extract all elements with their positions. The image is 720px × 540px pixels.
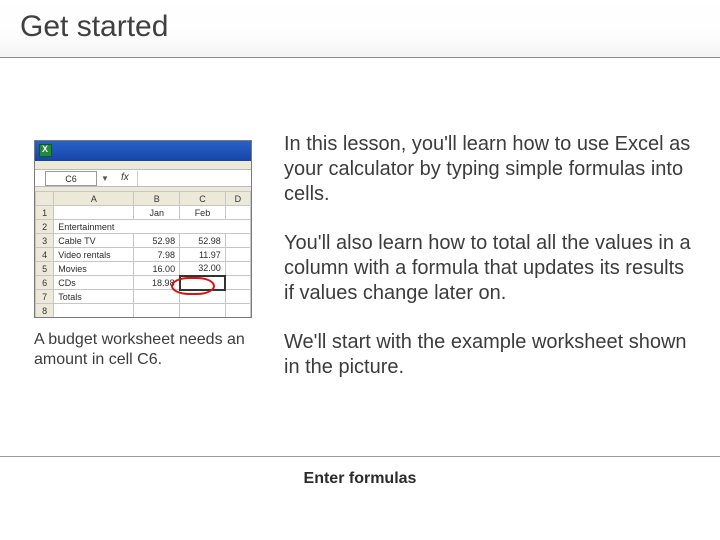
- window-titlebar: [35, 141, 251, 161]
- table-row: 8: [36, 304, 251, 318]
- row-6-header: 6: [36, 276, 54, 290]
- cell-c9: [180, 318, 226, 319]
- cell-a2: Entertainment: [54, 220, 251, 234]
- table-row: 5Movies16.0032.00: [36, 262, 251, 276]
- cell-a6: CDs: [54, 276, 134, 290]
- left-column: C6 ▼ fx A B C D 1JanFeb: [34, 140, 254, 370]
- table-row: 3Cable TV52.9852.98: [36, 234, 251, 248]
- formula-input: [137, 171, 247, 186]
- row-9-header: 9: [36, 318, 54, 319]
- cell-a8: [54, 304, 134, 318]
- cell-b9: [134, 318, 180, 319]
- cell-a1: [54, 206, 134, 220]
- row-7-header: 7: [36, 290, 54, 304]
- col-b-header: B: [134, 192, 180, 206]
- cell-a3: Cable TV: [54, 234, 134, 248]
- dropdown-icon: ▼: [101, 174, 109, 183]
- cell-d4: [225, 248, 250, 262]
- formula-bar: C6 ▼ fx: [35, 169, 251, 187]
- table-row: 4Video rentals7.9811.97: [36, 248, 251, 262]
- cell-a4: Video rentals: [54, 248, 134, 262]
- cell-c5: 32.00: [180, 262, 226, 276]
- excel-body: C6 ▼ fx A B C D 1JanFeb: [35, 161, 251, 318]
- cell-d8: [225, 304, 250, 318]
- cell-a9: [54, 318, 134, 319]
- col-a-header: A: [54, 192, 134, 206]
- row-4-header: 4: [36, 248, 54, 262]
- cell-b7: [134, 290, 180, 304]
- excel-icon: [39, 144, 52, 157]
- cell-d6: [225, 276, 250, 290]
- paragraph-3: We'll start with the example worksheet s…: [284, 330, 694, 380]
- cell-d1: [225, 206, 250, 220]
- row-5-header: 5: [36, 262, 54, 276]
- cell-d5: [225, 262, 250, 276]
- image-caption: A budget worksheet needs an amount in ce…: [34, 330, 254, 370]
- paragraph-2: You'll also learn how to total all the v…: [284, 231, 694, 306]
- cell-c3: 52.98: [180, 234, 226, 248]
- cell-c1: Feb: [180, 206, 226, 220]
- page-title: Get started: [20, 10, 700, 44]
- cell-a7: Totals: [54, 290, 134, 304]
- cell-c8: [180, 304, 226, 318]
- name-box: C6: [45, 171, 97, 186]
- excel-screenshot: C6 ▼ fx A B C D 1JanFeb: [34, 140, 252, 318]
- table-row: 1 JanFeb: [36, 206, 251, 220]
- table-row: 7Totals: [36, 290, 251, 304]
- footer-label: Enter formulas: [0, 470, 720, 488]
- table-row: 9: [36, 318, 251, 319]
- highlight-circle-icon: [171, 277, 215, 295]
- paragraph-1: In this lesson, you'll learn how to use …: [284, 132, 694, 207]
- table-row: 2Entertainment: [36, 220, 251, 234]
- table-row: 6CDs18.98: [36, 276, 251, 290]
- cell-b8: [134, 304, 180, 318]
- row-8-header: 8: [36, 304, 54, 318]
- cell-b1: Jan: [134, 206, 180, 220]
- row-2-header: 2: [36, 220, 54, 234]
- cell-b4: 7.98: [134, 248, 180, 262]
- corner-cell: [36, 192, 54, 206]
- col-d-header: D: [225, 192, 250, 206]
- title-bar: Get started: [0, 0, 720, 58]
- col-header-row: A B C D: [36, 192, 251, 206]
- cell-a5: Movies: [54, 262, 134, 276]
- right-column: In this lesson, you'll learn how to use …: [284, 132, 694, 404]
- cell-b3: 52.98: [134, 234, 180, 248]
- row-1-header: 1: [36, 206, 54, 220]
- cell-b5: 16.00: [134, 262, 180, 276]
- cell-d7: [225, 290, 250, 304]
- cell-d3: [225, 234, 250, 248]
- col-c-header: C: [180, 192, 226, 206]
- cell-d9: [225, 318, 250, 319]
- fx-label: fx: [121, 172, 129, 183]
- slide: Get started C6 ▼ fx A B: [0, 0, 720, 540]
- divider: [0, 456, 720, 457]
- sheet-grid: A B C D 1 JanFeb 2Entertainment 3Cable TV…: [35, 191, 251, 318]
- cell-c4: 11.97: [180, 248, 226, 262]
- row-3-header: 3: [36, 234, 54, 248]
- worksheet-table: A B C D 1 JanFeb 2Entertainment 3Cable TV…: [35, 191, 251, 318]
